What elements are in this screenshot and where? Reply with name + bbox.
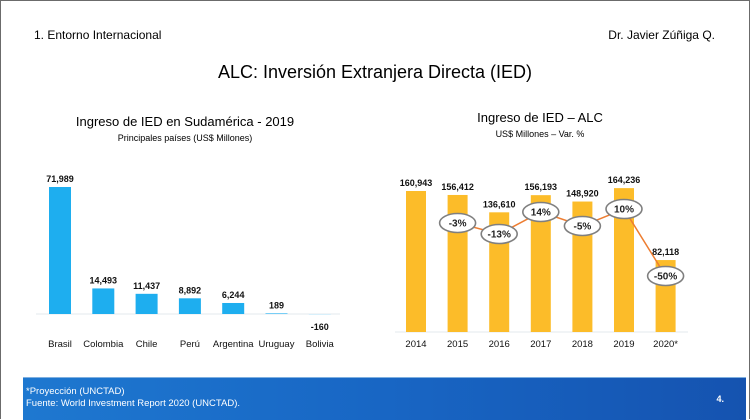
left-bar-value-label: -160 [311, 322, 329, 332]
var-pct-bubble [646, 265, 685, 287]
left-chart-title: Ingreso de IED en Sudamérica - 2019 [75, 114, 295, 129]
right-category-label: 2017 [530, 339, 551, 350]
var-pct-label: -50% [654, 272, 677, 283]
right-category-label: 2018 [572, 339, 593, 350]
left-bar-value-label: 189 [269, 300, 284, 310]
left-category-label: Uruguay [259, 339, 295, 350]
right-chart-subtitle: US$ Millones – Var. % [495, 129, 585, 139]
right-bar-2017 [530, 195, 551, 332]
right-category-label: 2020* [653, 339, 678, 350]
source-note: Fuente: World Investment Report 2020 (UN… [26, 398, 241, 409]
projection-note: *Proyección (UNCTAD) [26, 386, 125, 397]
left-bar-value-label: 11,437 [133, 281, 160, 291]
left-bar-argentina [222, 302, 245, 314]
right-bar-value-label: 82,118 [652, 247, 679, 257]
right-chart-title: Ingreso de IED – ALC [477, 110, 603, 125]
left-category-label: Colombia [83, 339, 124, 350]
footer-notes: *Proyección (UNCTAD) Fuente: World Inves… [26, 386, 240, 410]
right-category-label: 2015 [447, 339, 468, 350]
var-pct-bubble [521, 201, 560, 223]
right-bar-value-label: 160,943 [400, 178, 433, 188]
section-label: 1. Entorno Internacional [34, 28, 162, 42]
left-category-label: Perú [180, 339, 200, 350]
left-bar-bolivia [308, 314, 331, 315]
var-pct-label: -5% [574, 222, 592, 233]
var-pct-bubble [563, 215, 602, 237]
left-bar-uruguay [265, 313, 288, 314]
slide-title: ALC: Inversión Extranjera Directa (IED) [217, 62, 533, 82]
right-category-label: 2016 [489, 339, 510, 350]
right-bar-value-label: 164,236 [608, 175, 641, 185]
var-pct-bubble [480, 223, 519, 245]
left-bar-value-label: 8,892 [179, 285, 202, 295]
left-category-label: Argentina [213, 339, 254, 350]
left-category-label: Chile [136, 339, 158, 350]
var-pct-label: 14% [531, 208, 551, 219]
left-chart-subtitle: Principales países (US$ Millones) [117, 133, 253, 143]
left-bar-value-label: 6,244 [222, 290, 245, 300]
footer-bar: *Proyección (UNCTAD) Fuente: World Inves… [23, 377, 746, 420]
left-bar-brasil [49, 187, 71, 314]
var-pct-label: -3% [449, 219, 467, 230]
left-bar-colombia [92, 288, 115, 314]
author-name: Dr. Javier Zúñiga Q. [608, 28, 715, 42]
left-bar-value-label: 14,493 [90, 275, 118, 285]
right-bar-value-label: 156,193 [525, 182, 558, 192]
right-bar-2014 [406, 191, 426, 332]
left-bar-chile [135, 293, 158, 314]
left-category-label: Brasil [48, 339, 72, 350]
var-pct-label: 10% [614, 205, 634, 216]
right-bar-2019 [614, 188, 634, 332]
left-category-label: Bolivia [306, 339, 335, 350]
right-bar-value-label: 136,610 [483, 199, 516, 209]
var-pct-bubble [438, 212, 477, 234]
var-pct-label: -13% [488, 230, 511, 241]
right-category-label: 2014 [405, 339, 426, 350]
left-bar-value-label: 71,989 [46, 174, 74, 184]
right-bar-value-label: 148,920 [566, 189, 599, 199]
right-category-label: 2019 [613, 339, 634, 350]
var-pct-bubble [605, 198, 643, 220]
page-number: 4. [716, 394, 724, 404]
left-bar-perú [178, 298, 201, 314]
right-bar-value-label: 156,412 [441, 182, 474, 192]
